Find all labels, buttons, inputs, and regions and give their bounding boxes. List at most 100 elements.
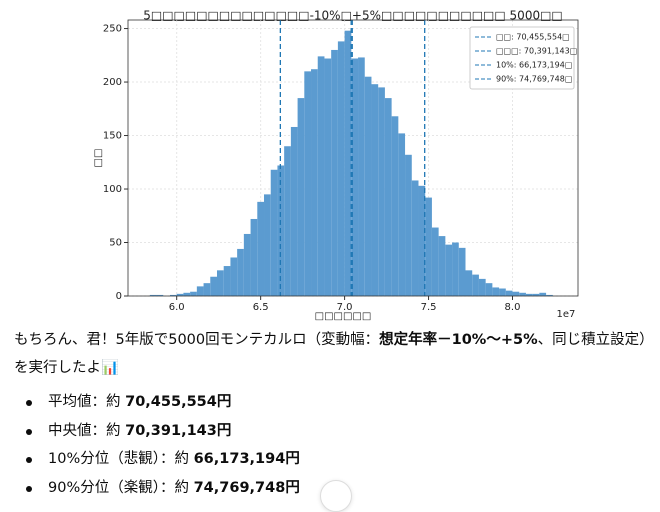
bullet-label: 10%分位（悲観）：約	[48, 451, 194, 467]
bar	[237, 248, 244, 296]
bar	[532, 293, 540, 296]
bullet-item: 10%分位（悲観）：約 66,173,194円	[14, 445, 654, 474]
bar	[371, 84, 379, 297]
bullet-value: 66,173,194円	[193, 451, 300, 467]
page: {"chart_data":{"type":"histogram","title…	[14, 8, 654, 512]
bar	[156, 294, 164, 296]
bar	[505, 290, 513, 296]
bar	[431, 227, 439, 296]
bar	[492, 287, 500, 296]
bar	[519, 292, 526, 296]
y-tick-label: 150	[103, 131, 122, 142]
x-axis-label: □□□□□□	[315, 311, 372, 322]
bullet-item: 中央値：約 70,391,143円	[14, 417, 654, 446]
bar	[230, 257, 238, 296]
bullet-value: 74,769,748円	[193, 479, 300, 496]
bar	[546, 294, 553, 296]
bar	[311, 69, 318, 296]
x-tick-label: 7.5	[421, 302, 437, 313]
bar	[264, 194, 271, 296]
bullet-list: 平均値：約 70,455,554円 中央値：約 70,391,143円 10%分位（…	[14, 388, 654, 502]
assistant-message: もちろん、君！5年版で5000回モンテカルロ（変動幅：想定年率－10%～+5%、…	[14, 326, 654, 502]
bar	[391, 116, 399, 296]
bar	[169, 294, 177, 296]
bar	[183, 292, 191, 296]
text: もちろん、君！5年版で5000回モンテカルロ（変動幅：	[14, 332, 380, 348]
chart: 5□□□□□□□□□□□□□□-10%□+5%□□□□□□□□□□□ 5000□…	[93, 9, 579, 322]
bar	[257, 201, 265, 296]
bar	[398, 133, 406, 296]
bar	[445, 244, 453, 296]
y-tick-label: 0	[116, 291, 122, 302]
text: 、同じ積立設定）を実行したよ	[14, 332, 654, 376]
bar	[358, 57, 365, 296]
bold-text: 想定年率－10%～+5%	[379, 332, 538, 348]
bullet-value: 70,455,554円	[125, 394, 232, 410]
x-tick-label: 8.0	[505, 302, 521, 313]
bar	[331, 49, 338, 296]
bar	[378, 87, 385, 296]
bar	[203, 283, 211, 296]
emoji: 📊	[101, 360, 120, 376]
bar	[472, 274, 479, 296]
bar	[344, 30, 352, 297]
bar	[337, 41, 345, 296]
bar	[270, 169, 278, 296]
bar	[250, 218, 258, 296]
bullet-item: 90%分位（楽観）：約 74,769,748円	[14, 474, 654, 503]
bar	[364, 76, 372, 296]
bar	[290, 126, 298, 296]
legend-label: 90%: 74,769,748□	[496, 75, 572, 84]
axes-frame	[127, 19, 579, 297]
legend-label: □□□: 70,391,143□	[496, 47, 577, 56]
scroll-down-button[interactable]	[320, 480, 352, 512]
bullet-value: 70,391,143円	[125, 422, 232, 439]
legend-label: 10%: 66,173,194□	[496, 61, 572, 70]
bar	[149, 294, 157, 296]
bullet-label: 中央値：約	[48, 422, 126, 439]
bar	[405, 154, 412, 296]
bar	[210, 276, 217, 296]
bar	[324, 58, 332, 296]
bar	[512, 291, 520, 296]
bar	[425, 197, 432, 296]
bullet-label: 90%分位（楽観）：約	[48, 479, 194, 496]
bullet-label: 平均値：約	[48, 394, 126, 410]
bar	[216, 270, 224, 296]
bar	[304, 71, 312, 296]
bar	[411, 180, 419, 296]
bullet-item: 平均値：約 70,455,554円	[14, 388, 654, 417]
bar	[297, 98, 305, 297]
bar	[438, 236, 446, 296]
y-tick-label: 250	[103, 24, 122, 35]
y-tick-label: 50	[109, 238, 122, 249]
chart-title: 5□□□□□□□□□□□□□□-10%□+5%□□□□□□□□□□□ 5000□…	[143, 9, 563, 23]
intro: もちろん、君！5年版で5000回モンテカルロ（変動幅：想定年率－10%～+5%、…	[14, 326, 654, 382]
bar	[499, 288, 506, 296]
bar	[525, 293, 533, 296]
x-tick-label: 6.5	[253, 302, 269, 313]
bar	[418, 185, 426, 296]
y-tick-label: 200	[103, 77, 122, 88]
x-tick-label: 7.0	[337, 302, 353, 313]
bar	[384, 98, 392, 297]
bar	[539, 292, 547, 296]
legend-box	[469, 26, 575, 90]
x-tick-label: 6.0	[169, 302, 185, 313]
bar	[190, 291, 197, 296]
legend-label: □□: 70,455,554□	[496, 33, 570, 42]
bar	[485, 283, 493, 296]
bar	[465, 270, 473, 296]
y-tick-label: 100	[103, 184, 122, 195]
bar	[351, 58, 359, 296]
bar	[176, 293, 184, 296]
y-axis-label: □□	[93, 149, 104, 168]
bar	[196, 286, 204, 296]
bar	[284, 146, 291, 296]
bar	[452, 242, 459, 296]
x-offset-label: 1e7	[557, 309, 576, 320]
bar	[458, 247, 466, 296]
bar	[223, 266, 231, 296]
bar	[478, 278, 486, 296]
bar	[317, 56, 325, 296]
